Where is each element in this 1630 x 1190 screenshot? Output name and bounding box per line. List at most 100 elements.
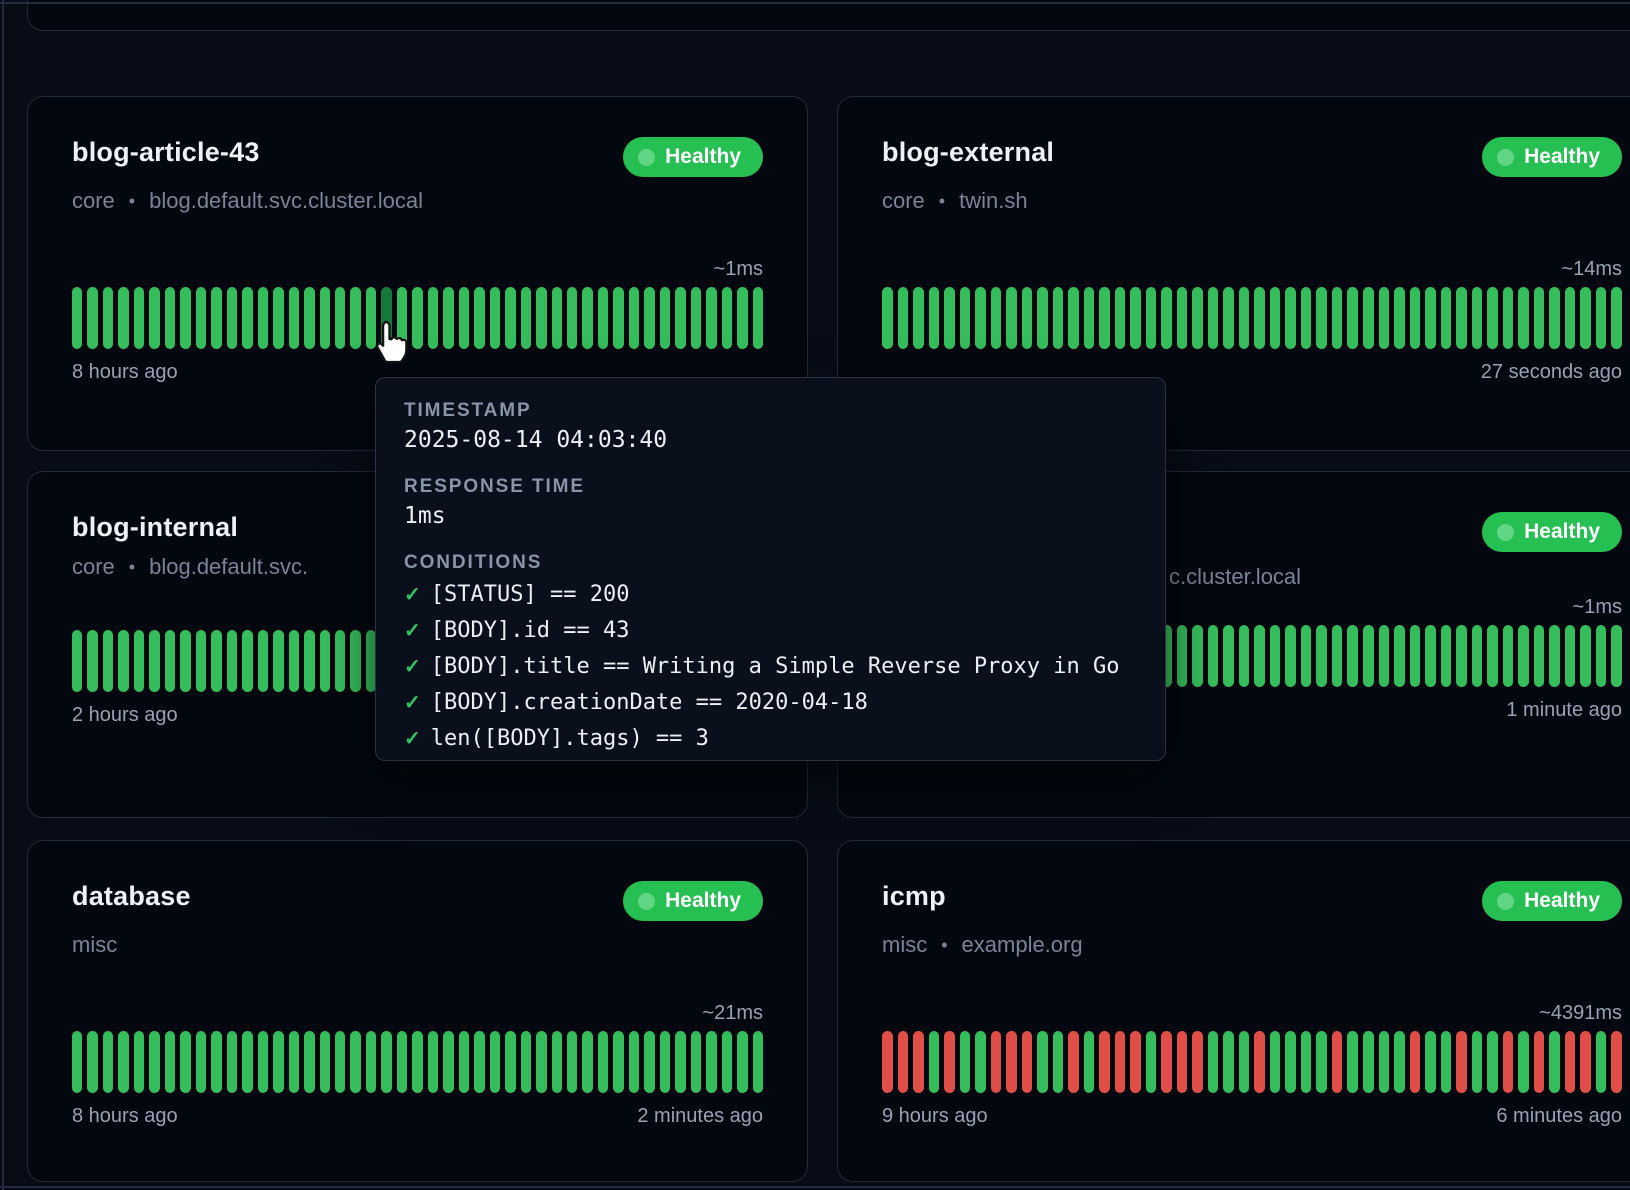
uptime-bar-up[interactable] bbox=[644, 1031, 654, 1093]
uptime-bar-up[interactable] bbox=[1549, 1031, 1560, 1093]
uptime-bar-down[interactable] bbox=[1130, 1031, 1141, 1093]
uptime-bar-up[interactable] bbox=[1565, 625, 1576, 687]
uptime-bar-up[interactable] bbox=[1534, 625, 1545, 687]
uptime-bar-down[interactable] bbox=[1611, 1031, 1622, 1093]
uptime-bar-up[interactable] bbox=[582, 287, 592, 349]
uptime-bar-up[interactable] bbox=[258, 1031, 268, 1093]
uptime-bar-up[interactable] bbox=[211, 630, 221, 692]
uptime-bar-up[interactable] bbox=[1285, 625, 1296, 687]
uptime-bar-up[interactable] bbox=[660, 287, 670, 349]
uptime-bar-up[interactable] bbox=[1487, 1031, 1498, 1093]
uptime-bar-up[interactable] bbox=[1487, 625, 1498, 687]
endpoint-card-icmp[interactable]: icmp Healthy misc • example.org ~4391ms … bbox=[837, 840, 1630, 1182]
uptime-bar-up[interactable] bbox=[613, 287, 623, 349]
uptime-bar-up[interactable] bbox=[304, 630, 314, 692]
uptime-bar-up[interactable] bbox=[1301, 625, 1312, 687]
uptime-bar-up[interactable] bbox=[1472, 625, 1483, 687]
uptime-bar-down[interactable] bbox=[898, 1031, 909, 1093]
uptime-bar-down[interactable] bbox=[1068, 1031, 1079, 1093]
uptime-bar-up[interactable] bbox=[675, 1031, 685, 1093]
uptime-bar-up[interactable] bbox=[428, 1031, 438, 1093]
uptime-bar-up[interactable] bbox=[459, 287, 469, 349]
uptime-bar-up[interactable] bbox=[1285, 287, 1296, 349]
uptime-bar-up[interactable] bbox=[1208, 1031, 1219, 1093]
uptime-bar-up[interactable] bbox=[72, 1031, 82, 1093]
uptime-bar-up[interactable] bbox=[567, 1031, 577, 1093]
uptime-bar-up[interactable] bbox=[227, 630, 237, 692]
uptime-bar-down[interactable] bbox=[913, 1031, 924, 1093]
uptime-bar-up[interactable] bbox=[242, 630, 252, 692]
uptime-bar-up[interactable] bbox=[258, 630, 268, 692]
uptime-bar-up[interactable] bbox=[72, 630, 82, 692]
uptime-bar-up[interactable] bbox=[1161, 287, 1172, 349]
uptime-bar-up[interactable] bbox=[242, 287, 252, 349]
uptime-bar-up[interactable] bbox=[87, 1031, 97, 1093]
uptime-bar-up[interactable] bbox=[1285, 1031, 1296, 1093]
uptime-bar-up[interactable] bbox=[165, 630, 175, 692]
uptime-bar-up[interactable] bbox=[1596, 1031, 1607, 1093]
uptime-bar-up[interactable] bbox=[1192, 287, 1203, 349]
uptime-bar-up[interactable] bbox=[1503, 287, 1514, 349]
uptime-bar-up[interactable] bbox=[412, 1031, 422, 1093]
uptime-bar-up[interactable] bbox=[149, 1031, 159, 1093]
uptime-bar-up[interactable] bbox=[335, 287, 345, 349]
uptime-bar-up[interactable] bbox=[991, 287, 1002, 349]
uptime-bar-down[interactable] bbox=[944, 1031, 955, 1093]
uptime-bar-up[interactable] bbox=[1441, 625, 1452, 687]
uptime-bar-up[interactable] bbox=[882, 287, 893, 349]
uptime-bar-up[interactable] bbox=[134, 630, 144, 692]
uptime-bar-up[interactable] bbox=[1301, 287, 1312, 349]
uptime-bar-up[interactable] bbox=[350, 287, 360, 349]
uptime-bar-up[interactable] bbox=[459, 1031, 469, 1093]
uptime-bar-up[interactable] bbox=[1425, 625, 1436, 687]
uptime-bar-up[interactable] bbox=[1596, 625, 1607, 687]
uptime-bar-up[interactable] bbox=[629, 1031, 639, 1093]
uptime-bar-up[interactable] bbox=[381, 1031, 391, 1093]
uptime-bar-down[interactable] bbox=[1534, 1031, 1545, 1093]
uptime-bar-up[interactable] bbox=[1316, 625, 1327, 687]
uptime-bar-up[interactable] bbox=[304, 287, 314, 349]
uptime-bar-up[interactable] bbox=[722, 287, 732, 349]
uptime-bar-up[interactable] bbox=[1425, 1031, 1436, 1093]
uptime-bars[interactable] bbox=[882, 1031, 1622, 1093]
uptime-bar-up[interactable] bbox=[258, 287, 268, 349]
uptime-bar-up[interactable] bbox=[753, 287, 763, 349]
uptime-bar-up[interactable] bbox=[1347, 287, 1358, 349]
uptime-bar-up[interactable] bbox=[1115, 287, 1126, 349]
endpoint-card-partial-top[interactable] bbox=[27, 0, 1630, 31]
uptime-bar-up[interactable] bbox=[706, 1031, 716, 1093]
uptime-bar-up[interactable] bbox=[521, 287, 531, 349]
uptime-bar-up[interactable] bbox=[1177, 625, 1188, 687]
uptime-bar-up[interactable] bbox=[1611, 287, 1622, 349]
uptime-bar-up[interactable] bbox=[1549, 287, 1560, 349]
uptime-bar-up[interactable] bbox=[1084, 287, 1095, 349]
uptime-bar-up[interactable] bbox=[1472, 287, 1483, 349]
uptime-bar-down[interactable] bbox=[1254, 1031, 1265, 1093]
uptime-bar-up[interactable] bbox=[289, 630, 299, 692]
uptime-bar-up[interactable] bbox=[304, 1031, 314, 1093]
endpoint-card-database[interactable]: database Healthy misc ~21ms 8 hours ago … bbox=[27, 840, 808, 1182]
uptime-bar-up[interactable] bbox=[72, 287, 82, 349]
uptime-bar-up[interactable] bbox=[1223, 625, 1234, 687]
uptime-bar-up[interactable] bbox=[960, 287, 971, 349]
uptime-bar-up[interactable] bbox=[1394, 287, 1405, 349]
uptime-bar-up[interactable] bbox=[227, 287, 237, 349]
uptime-bar-up[interactable] bbox=[1379, 287, 1390, 349]
uptime-bar-up[interactable] bbox=[1363, 625, 1374, 687]
uptime-bar-up[interactable] bbox=[180, 287, 190, 349]
uptime-bar-up[interactable] bbox=[242, 1031, 252, 1093]
uptime-bar-up[interactable] bbox=[1239, 1031, 1250, 1093]
uptime-bars[interactable] bbox=[72, 1031, 763, 1093]
uptime-bar-up[interactable] bbox=[1254, 287, 1265, 349]
uptime-bar-up[interactable] bbox=[1006, 287, 1017, 349]
uptime-bar-up[interactable] bbox=[273, 287, 283, 349]
uptime-bar-up[interactable] bbox=[929, 1031, 940, 1093]
uptime-bar-up[interactable] bbox=[1487, 287, 1498, 349]
uptime-bar-up[interactable] bbox=[536, 287, 546, 349]
uptime-bar-up[interactable] bbox=[505, 1031, 515, 1093]
uptime-bar-down[interactable] bbox=[1456, 1031, 1467, 1093]
uptime-bar-up[interactable] bbox=[118, 1031, 128, 1093]
uptime-bar-up[interactable] bbox=[1379, 625, 1390, 687]
uptime-bar-up[interactable] bbox=[1146, 287, 1157, 349]
uptime-bar-up[interactable] bbox=[335, 1031, 345, 1093]
